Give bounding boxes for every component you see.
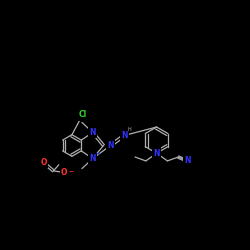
Text: O: O [40, 158, 47, 167]
Text: −: − [68, 168, 73, 173]
Text: O: O [61, 168, 68, 177]
Text: N: N [107, 141, 114, 150]
Text: N: N [121, 131, 128, 140]
Text: N: N [90, 128, 96, 137]
Text: N: N [184, 156, 191, 166]
Text: N: N [90, 154, 96, 163]
Text: N: N [153, 149, 160, 158]
Text: H: H [127, 128, 131, 132]
Text: Cl: Cl [78, 110, 87, 119]
Text: +: + [96, 150, 100, 156]
